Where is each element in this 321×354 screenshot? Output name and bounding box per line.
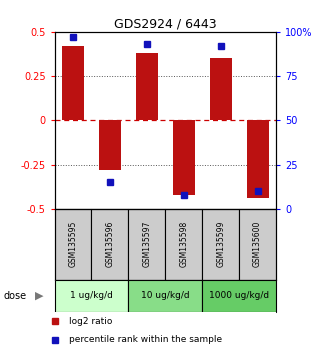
Text: GSM135597: GSM135597 <box>142 221 152 268</box>
Text: ▶: ▶ <box>35 291 44 301</box>
Bar <box>247 120 269 198</box>
FancyBboxPatch shape <box>91 209 128 280</box>
Title: GDS2924 / 6443: GDS2924 / 6443 <box>114 18 217 31</box>
Text: log2 ratio: log2 ratio <box>69 317 113 326</box>
FancyBboxPatch shape <box>202 209 239 280</box>
FancyBboxPatch shape <box>128 280 202 312</box>
Text: GSM135595: GSM135595 <box>68 221 78 268</box>
FancyBboxPatch shape <box>202 280 276 312</box>
FancyBboxPatch shape <box>239 209 276 280</box>
Text: GSM135600: GSM135600 <box>253 221 262 268</box>
FancyBboxPatch shape <box>55 280 128 312</box>
Bar <box>173 120 195 195</box>
Text: 10 ug/kg/d: 10 ug/kg/d <box>141 291 190 300</box>
Text: GSM135599: GSM135599 <box>216 221 225 268</box>
Bar <box>62 46 84 120</box>
Text: 1000 ug/kg/d: 1000 ug/kg/d <box>209 291 269 300</box>
Text: dose: dose <box>3 291 26 301</box>
Bar <box>136 53 158 120</box>
Text: percentile rank within the sample: percentile rank within the sample <box>69 335 222 344</box>
Bar <box>210 58 232 120</box>
FancyBboxPatch shape <box>128 209 165 280</box>
Text: GSM135596: GSM135596 <box>105 221 115 268</box>
FancyBboxPatch shape <box>55 209 91 280</box>
Text: GSM135598: GSM135598 <box>179 221 188 267</box>
Bar <box>99 120 121 170</box>
FancyBboxPatch shape <box>165 209 202 280</box>
Text: 1 ug/kg/d: 1 ug/kg/d <box>70 291 113 300</box>
